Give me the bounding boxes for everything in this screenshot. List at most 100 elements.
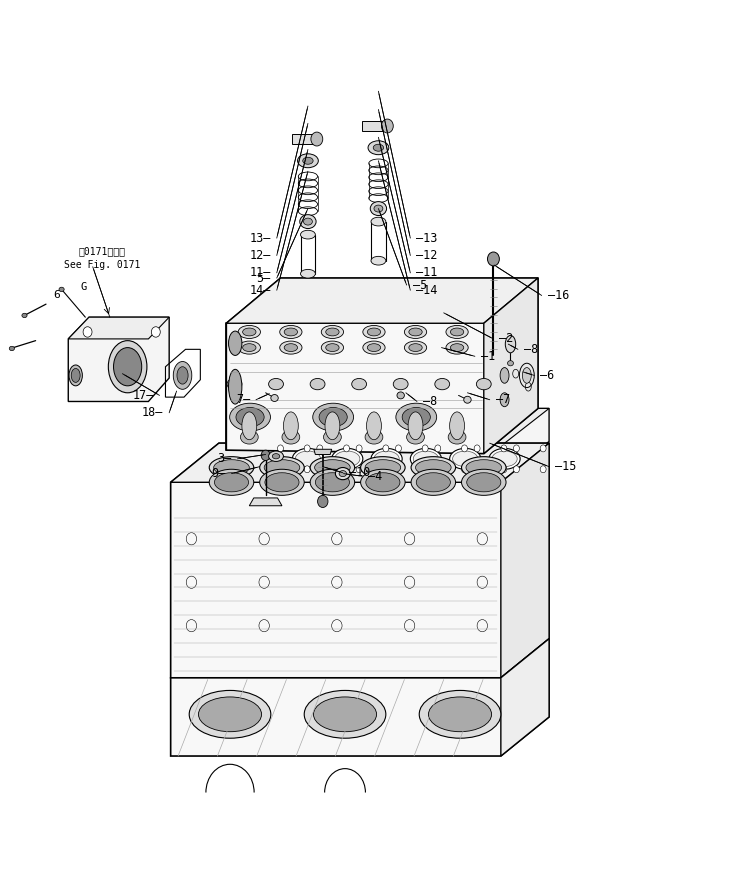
Ellipse shape (363, 325, 385, 338)
Ellipse shape (411, 469, 456, 495)
Ellipse shape (522, 368, 531, 383)
Circle shape (501, 445, 507, 452)
Ellipse shape (240, 430, 258, 444)
Polygon shape (226, 278, 538, 454)
Ellipse shape (446, 341, 468, 355)
Ellipse shape (411, 457, 456, 478)
Circle shape (278, 445, 283, 452)
Text: 14—: 14— (249, 284, 271, 296)
Ellipse shape (374, 451, 399, 467)
Text: —8: —8 (524, 343, 538, 355)
Ellipse shape (500, 393, 509, 407)
Ellipse shape (367, 328, 381, 335)
Circle shape (513, 466, 519, 473)
Ellipse shape (335, 468, 350, 480)
Text: —10: —10 (349, 467, 370, 479)
Text: —8: —8 (423, 395, 437, 408)
Ellipse shape (265, 473, 299, 492)
Ellipse shape (22, 313, 27, 318)
Polygon shape (171, 443, 549, 678)
Ellipse shape (280, 325, 302, 338)
Polygon shape (314, 449, 332, 454)
Ellipse shape (189, 690, 271, 739)
Ellipse shape (466, 460, 502, 475)
Ellipse shape (243, 344, 256, 351)
Ellipse shape (453, 451, 478, 467)
Ellipse shape (238, 341, 260, 355)
Text: 13—: 13— (249, 232, 271, 244)
Circle shape (395, 445, 401, 452)
Ellipse shape (409, 328, 422, 335)
Ellipse shape (198, 697, 261, 732)
Circle shape (540, 466, 546, 473)
Circle shape (487, 252, 499, 266)
Circle shape (501, 466, 507, 473)
Ellipse shape (227, 378, 242, 389)
Ellipse shape (361, 469, 405, 495)
Circle shape (422, 466, 428, 473)
Ellipse shape (450, 344, 464, 351)
Circle shape (395, 466, 401, 473)
Ellipse shape (295, 451, 321, 467)
Ellipse shape (326, 344, 339, 351)
Ellipse shape (402, 408, 430, 427)
Ellipse shape (352, 378, 367, 389)
Ellipse shape (59, 287, 64, 292)
Text: —11: —11 (416, 267, 438, 279)
Ellipse shape (419, 690, 501, 739)
Text: —13: —13 (416, 232, 438, 244)
Ellipse shape (315, 473, 349, 492)
Ellipse shape (508, 361, 513, 366)
Circle shape (356, 466, 362, 473)
Ellipse shape (404, 325, 427, 338)
Circle shape (344, 466, 349, 473)
Circle shape (261, 450, 270, 461)
Circle shape (344, 445, 349, 452)
Ellipse shape (260, 457, 304, 478)
Bar (362, 121, 384, 131)
Polygon shape (501, 639, 549, 756)
Ellipse shape (464, 396, 471, 403)
Circle shape (83, 327, 92, 337)
Text: G: G (80, 282, 86, 292)
Text: —1: —1 (481, 350, 495, 362)
Text: 3—: 3— (217, 453, 232, 465)
Text: —7: —7 (496, 394, 510, 406)
Text: 17—: 17— (132, 389, 154, 401)
Ellipse shape (313, 403, 353, 431)
Ellipse shape (284, 328, 298, 335)
Ellipse shape (272, 454, 280, 459)
Ellipse shape (450, 412, 464, 440)
Ellipse shape (371, 217, 386, 226)
Text: —5: —5 (413, 279, 427, 291)
Ellipse shape (366, 473, 400, 492)
Circle shape (304, 466, 310, 473)
Ellipse shape (368, 141, 389, 155)
Ellipse shape (500, 368, 509, 383)
Circle shape (383, 445, 389, 452)
Text: 12—: 12— (249, 249, 271, 262)
Ellipse shape (313, 697, 376, 732)
Ellipse shape (325, 412, 340, 440)
Circle shape (151, 327, 160, 337)
Ellipse shape (397, 392, 404, 399)
Ellipse shape (264, 460, 300, 475)
Circle shape (311, 132, 323, 146)
Text: 9—: 9— (211, 468, 226, 480)
Ellipse shape (300, 215, 316, 229)
Ellipse shape (446, 325, 468, 338)
Circle shape (540, 445, 546, 452)
Text: 11—: 11— (249, 267, 271, 279)
Ellipse shape (489, 448, 520, 469)
Ellipse shape (260, 469, 304, 495)
Circle shape (462, 445, 467, 452)
Ellipse shape (230, 403, 270, 431)
Ellipse shape (177, 367, 188, 384)
Circle shape (435, 466, 441, 473)
Ellipse shape (321, 341, 344, 355)
Text: 7—: 7— (236, 394, 250, 406)
Ellipse shape (269, 378, 283, 389)
Ellipse shape (396, 403, 436, 431)
Polygon shape (278, 408, 549, 476)
Ellipse shape (371, 256, 386, 265)
